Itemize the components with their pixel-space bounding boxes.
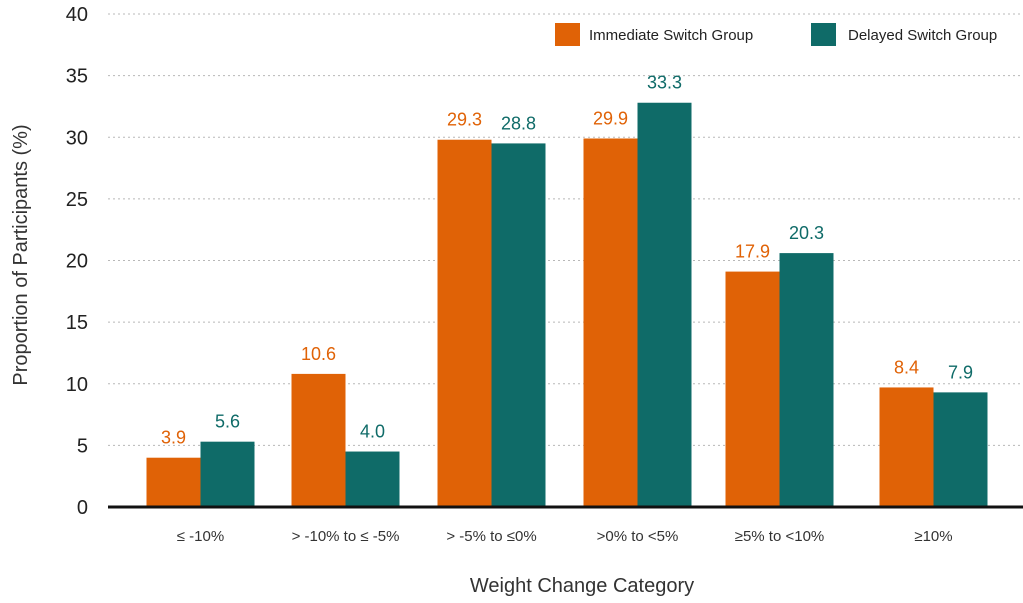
bar-immediate bbox=[437, 139, 492, 507]
legend-label-immediate: Immediate Switch Group bbox=[589, 27, 753, 44]
bar-immediate bbox=[879, 387, 934, 507]
x-category-label: ≥10% bbox=[914, 528, 952, 545]
y-tick-label: 35 bbox=[66, 66, 88, 88]
y-tick-label: 0 bbox=[77, 497, 88, 519]
value-label-immediate: 17.9 bbox=[735, 242, 770, 262]
value-label-immediate: 29.9 bbox=[593, 108, 628, 128]
legend: Immediate Switch Group Delayed Switch Gr… bbox=[555, 23, 997, 46]
value-label-delayed: 7.9 bbox=[948, 362, 973, 382]
x-category-label: >0% to <5% bbox=[597, 528, 679, 545]
bar-delayed bbox=[345, 451, 400, 507]
value-label-delayed: 33.3 bbox=[647, 73, 682, 93]
bar-delayed bbox=[491, 143, 546, 507]
gridlines bbox=[108, 13, 1023, 446]
bars bbox=[146, 102, 988, 508]
value-label-immediate: 8.4 bbox=[894, 357, 919, 377]
value-label-delayed: 5.6 bbox=[215, 412, 240, 432]
bar-immediate bbox=[146, 457, 201, 507]
value-label-delayed: 4.0 bbox=[360, 422, 385, 442]
value-label-immediate: 29.3 bbox=[447, 110, 482, 130]
bar-immediate bbox=[291, 373, 346, 507]
value-label-delayed: 28.8 bbox=[501, 113, 536, 133]
bar-delayed bbox=[779, 253, 834, 507]
x-axis-title: Weight Change Category bbox=[470, 575, 694, 597]
bar-immediate bbox=[583, 138, 638, 508]
y-tick-label: 5 bbox=[77, 435, 88, 457]
bar-immediate bbox=[725, 271, 780, 507]
value-labels: 3.9 5.6 10.6 4.0 29.3 28.8 29.9 33.3 17.9 20.3 8.4… bbox=[161, 73, 973, 448]
y-tick-label: 25 bbox=[66, 189, 88, 211]
y-tick-label: 40 bbox=[66, 4, 88, 26]
bar-delayed bbox=[933, 392, 988, 507]
legend-label-delayed: Delayed Switch Group bbox=[848, 27, 997, 44]
legend-swatch-delayed bbox=[811, 23, 836, 46]
x-axis-categories: ≤ -10% > -10% to ≤ -5% > -5% to ≤0% >0% to … bbox=[177, 528, 953, 545]
x-category-label: > -5% to ≤0% bbox=[446, 528, 536, 545]
value-label-immediate: 3.9 bbox=[161, 428, 186, 448]
x-category-label: ≥5% to <10% bbox=[735, 528, 825, 545]
y-axis-ticks: 0 5 10 15 20 25 30 35 40 bbox=[66, 4, 88, 519]
bar-delayed bbox=[200, 441, 255, 507]
bar-delayed bbox=[637, 102, 692, 508]
legend-swatch-immediate bbox=[555, 23, 580, 46]
y-tick-label: 15 bbox=[66, 312, 88, 334]
y-tick-label: 20 bbox=[66, 251, 88, 273]
y-tick-label: 10 bbox=[66, 374, 88, 396]
value-label-immediate: 10.6 bbox=[301, 344, 336, 364]
x-category-label: > -10% to ≤ -5% bbox=[292, 528, 400, 545]
x-category-label: ≤ -10% bbox=[177, 528, 224, 545]
value-label-delayed: 20.3 bbox=[789, 223, 824, 243]
y-axis-title: Proportion of Participants (%) bbox=[10, 124, 32, 385]
y-tick-label: 30 bbox=[66, 127, 88, 149]
